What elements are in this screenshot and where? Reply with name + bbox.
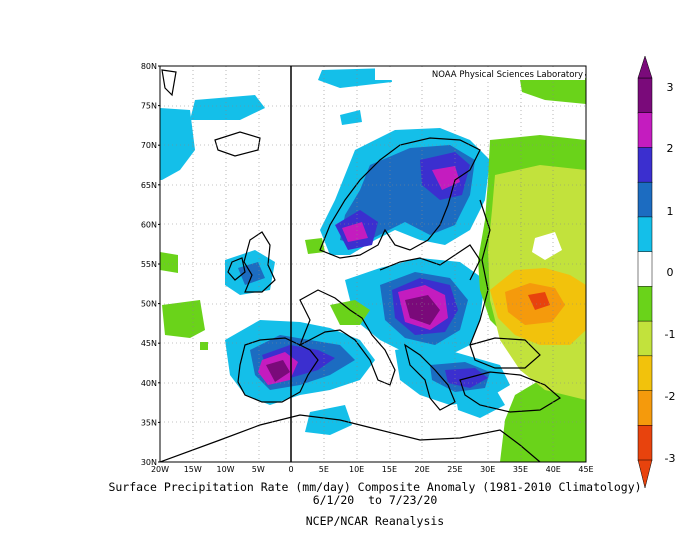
lat-tick-label: 50N [141, 300, 157, 309]
lat-tick-labels: 80N 75N 70N 65N 60N 55N 50N 45N 40N 35N 30N [141, 62, 160, 467]
anomaly-region-north-sea-light [340, 110, 362, 125]
lat-tick-label: 65N [141, 181, 157, 190]
colorbar-swatch [637, 251, 653, 288]
coastline-iberia [237, 337, 319, 403]
colorbar: 3 2 1 0 -1 -2 -3 [637, 55, 676, 489]
lon-tick-label: 20W [151, 465, 169, 474]
colorbar-swatch [637, 390, 653, 427]
lat-tick-label: 55N [141, 260, 157, 269]
lat-tick-label: 60N [141, 220, 157, 229]
colorbar-tick-label: 2 [667, 142, 674, 155]
anomaly-region-mediterranean-light [305, 405, 352, 435]
anomaly-region-russia-neutral [532, 232, 562, 260]
lon-tick-label: 45E [578, 465, 593, 474]
colorbar-swatch [637, 286, 653, 322]
anomaly-region-west-dot [200, 342, 208, 350]
credit-box [375, 67, 585, 80]
colorbar-swatch [637, 425, 653, 461]
lon-tick-label: 10E [349, 465, 364, 474]
colorbar-swatch [637, 147, 653, 183]
lat-tick-label: 40N [141, 379, 157, 388]
anomaly-region-poland-purple [405, 295, 440, 325]
colorbar-tick-label: -2 [665, 390, 676, 403]
lon-tick-label: 10W [216, 465, 234, 474]
anomaly-region-atlantic-green [160, 252, 178, 273]
border-east [469, 199, 491, 346]
colorbar-swatch [637, 77, 653, 114]
lon-tick-label: 15W [184, 465, 202, 474]
coastline-africa [160, 414, 541, 462]
colorbar-swatch [637, 181, 653, 218]
lon-tick-label: 40E [546, 465, 561, 474]
colorbar-tick-label: 1 [667, 205, 674, 218]
coastline-iceland [214, 131, 261, 157]
coastline-scandinavia [319, 137, 481, 259]
map-period: 6/1/20 to 7/23/20 [312, 493, 438, 507]
coastline-uk [243, 231, 276, 293]
colorbar-max-arrow [637, 55, 653, 79]
lon-tick-label: 35E [513, 465, 528, 474]
coastline-france-italy [298, 289, 396, 386]
lon-tick-label: 5W [252, 465, 265, 474]
anomaly-region-spain-purple [266, 360, 290, 382]
anomaly-region-finland-magenta [432, 166, 460, 190]
lat-tick-label: 45N [141, 339, 157, 348]
anomaly-region-west-green [162, 300, 205, 338]
colorbar-tick-label: -1 [665, 328, 676, 341]
coastline-black-sea [469, 337, 541, 369]
colorbar-swatch [637, 355, 653, 392]
coastline-balkans-greece [404, 343, 456, 411]
colorbar-swatch [637, 320, 653, 357]
anomaly-region-greenland-sea [318, 68, 392, 88]
anomaly-region-norway-magenta [342, 222, 368, 242]
anomaly-region-alps-green [330, 300, 370, 325]
lat-tick-label: 75N [141, 102, 157, 111]
lat-tick-label: 35N [141, 418, 157, 427]
lon-tick-label: 20E [415, 465, 430, 474]
colorbar-tick-label: -3 [665, 452, 676, 465]
lon-tick-label: 15E [382, 465, 397, 474]
lon-tick-labels: 20W 15W 10W 5W 0 5E 10E 15E 20E 25E 30E 35E 40E 45E [151, 465, 594, 474]
coastline-ireland [227, 257, 246, 281]
colorbar-tick-label: 0 [667, 266, 674, 279]
lon-tick-label: 5E [319, 465, 329, 474]
coastline-baltic [379, 244, 481, 281]
coastline-turkey [459, 371, 562, 413]
lon-tick-label: 0 [289, 465, 294, 474]
anomaly-region-aegean-light [455, 388, 505, 418]
gridlines [160, 66, 586, 462]
anomaly-region-russia-red [528, 292, 550, 310]
anomaly-region-west-atlantic [160, 108, 195, 180]
credit-label: NOAA Physical Sciences Laboratory [432, 70, 583, 80]
map-title: Surface Precipitation Rate (mm/day) Comp… [108, 480, 642, 494]
anomaly-region-atlantic-north [190, 95, 265, 120]
lat-tick-label: 70N [141, 141, 157, 150]
anomaly-region-mideast-green [515, 400, 550, 430]
lon-tick-label: 30E [480, 465, 495, 474]
colorbar-swatch [637, 112, 653, 149]
lon-tick-label: 25E [447, 465, 462, 474]
colorbar-swatch [637, 216, 653, 253]
colorbar-min-arrow [637, 459, 653, 489]
map-source: NCEP/NCAR Reanalysis [305, 514, 445, 528]
anomaly-field [160, 66, 586, 462]
colorbar-tick-label: 3 [667, 81, 674, 94]
lat-tick-label: 80N [141, 62, 157, 71]
lat-tick-label: 30N [141, 458, 157, 467]
